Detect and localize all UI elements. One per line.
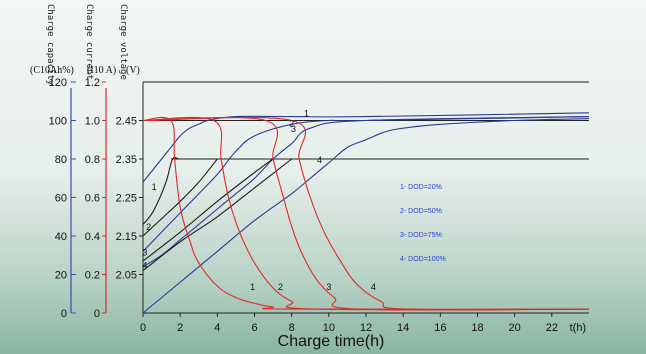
- current-tick-label: 1.0: [85, 116, 100, 128]
- voltage-curve-3: [142, 116, 590, 268]
- legend-entry: 3- DOD=75%: [400, 232, 442, 239]
- capacity-tick-label: 20: [55, 270, 67, 282]
- x-tick-label: 8: [289, 322, 295, 334]
- axis-title: Charge current: [84, 4, 94, 80]
- curve-number-label: 1: [304, 109, 309, 119]
- current-tick-label: 0.4: [85, 231, 100, 243]
- voltage-tick-label: 2.35: [116, 154, 137, 166]
- curve-number-label: 2: [289, 118, 294, 128]
- capacity-curve-2: [142, 158, 218, 237]
- x-tick-label: 22: [546, 322, 558, 334]
- legend-entry: 4- DOD=100%: [400, 256, 446, 263]
- current-tick-label: 0.2: [85, 270, 100, 282]
- x-tick-label: 10: [323, 322, 335, 334]
- voltage-unit: (V): [126, 65, 140, 76]
- curve-number-label: 4: [317, 155, 322, 165]
- voltage-curve-4: [142, 118, 590, 314]
- current-curve-3: [142, 116, 590, 311]
- capacity-tick-label: 80: [55, 154, 67, 166]
- voltage-tick-label: 2.25: [116, 193, 137, 205]
- curve-number-label: 1: [250, 282, 255, 292]
- x-tick-label: 14: [397, 322, 409, 334]
- capacity-tick-label: 100: [49, 116, 67, 128]
- x-tick-label: 4: [214, 322, 220, 334]
- x-tick-label: 6: [251, 322, 257, 334]
- legend: 1- DOD=20% 2- DOD=50% 3- DOD=75% 4- DOD=100…: [400, 184, 446, 263]
- current-curve-2: [142, 116, 590, 311]
- curve-number-label: 4: [142, 261, 147, 271]
- x-tick-label: 12: [360, 322, 372, 334]
- current-tick-label: 1.2: [85, 77, 100, 89]
- capacity-curve-3: [142, 158, 274, 262]
- curve-number-label: 2: [278, 282, 283, 292]
- current-tick-label: 0: [94, 308, 100, 320]
- x-axis-title: Charge time(h): [278, 333, 385, 350]
- current-curve-4: [142, 116, 590, 311]
- legend-entry: 2- DOD=50%: [400, 208, 442, 215]
- current-tick-label: 0.8: [85, 154, 100, 166]
- voltage-tick-label: 2.45: [116, 116, 137, 128]
- x-tick-label: 16: [434, 322, 446, 334]
- x-tick-label: 2: [177, 322, 183, 334]
- axis-title: Charge capacity: [45, 4, 55, 86]
- capacity-curve-1: [142, 156, 218, 225]
- voltage-curve-1: [142, 112, 590, 183]
- curve-number-label: 2: [146, 222, 151, 232]
- capacity-tick-label: 40: [55, 231, 67, 243]
- curve-number-label: 3: [326, 282, 331, 292]
- x-tick-label: 20: [509, 322, 521, 334]
- voltage-tick-label: 2.05: [116, 270, 137, 282]
- x-unit-label: t(h): [570, 322, 587, 334]
- current-curve-1: [142, 116, 590, 310]
- capacity-curve-4: [142, 158, 293, 272]
- curve-number-label: 4: [371, 282, 376, 292]
- curve-number-label: 3: [291, 124, 296, 134]
- capacity-tick-label: 120: [49, 77, 67, 89]
- legend-entry: 1- DOD=20%: [400, 184, 442, 191]
- curve-number-label: 1: [152, 182, 157, 192]
- current-tick-label: 0.6: [85, 193, 100, 205]
- capacity-tick-label: 60: [55, 193, 67, 205]
- voltage-tick-label: 2.15: [116, 231, 137, 243]
- capacity-tick-label: 0: [61, 308, 67, 320]
- voltage-curve-2: [142, 116, 590, 252]
- x-tick-label: 0: [140, 322, 146, 334]
- curve-number-label: 3: [142, 247, 147, 257]
- axis-title: Charge voltage: [118, 4, 128, 80]
- x-tick-label: 18: [471, 322, 483, 334]
- capacity-unit: (C10Ah%): [30, 65, 74, 76]
- lines-layer: [142, 112, 590, 314]
- axes-layer: 1201008060402001.21.00.80.60.40.202.452.…: [30, 4, 589, 334]
- current-unit: (I10 A): [87, 65, 116, 76]
